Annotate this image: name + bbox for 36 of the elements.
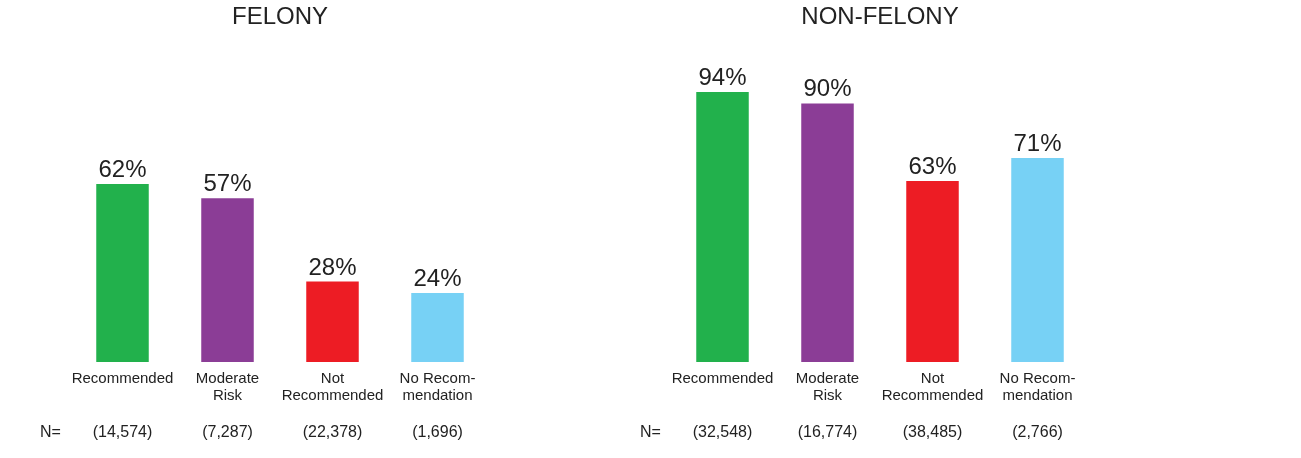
x-tick-label: Recommended [71, 368, 174, 386]
x-tick-label: Moderate Risk [795, 368, 860, 403]
text: (2,766) [1012, 423, 1063, 440]
data-label: 57% [203, 169, 252, 197]
text: (16,774) [797, 423, 858, 440]
bar [1011, 158, 1064, 362]
bar [201, 198, 254, 362]
x-tick-label: Recommended [671, 368, 774, 386]
bar [96, 183, 149, 362]
text: (22,378) [302, 423, 363, 440]
data-label: 28% [308, 252, 357, 280]
text: N= [640, 423, 661, 440]
text: (7,287) [202, 423, 253, 440]
data-label: 90% [803, 74, 852, 102]
x-tick-label: Not Recommended [281, 368, 384, 403]
bar [696, 92, 749, 362]
text: (32,548) [692, 423, 753, 440]
bar [306, 281, 359, 362]
chart-title: NON-FELONY [801, 2, 959, 29]
text: N= [40, 423, 61, 440]
x-tick-label: Moderate Risk [195, 368, 260, 403]
bar [801, 103, 854, 362]
data-label: 71% [1013, 129, 1062, 157]
text: (38,485) [902, 423, 963, 440]
x-tick-label: No Recom- mendation [999, 368, 1076, 403]
bar [411, 293, 464, 362]
bar [906, 181, 959, 362]
x-tick-label: No Recom- mendation [399, 368, 476, 403]
data-label: 63% [908, 152, 957, 180]
chart-title: FELONY [231, 2, 329, 29]
data-label: 62% [98, 154, 147, 182]
data-label: 94% [698, 63, 747, 90]
data-label: 24% [413, 264, 462, 292]
text: (1,696) [412, 423, 463, 440]
x-tick-label: Not Recommended [881, 368, 984, 403]
text: (14,574) [92, 423, 153, 440]
